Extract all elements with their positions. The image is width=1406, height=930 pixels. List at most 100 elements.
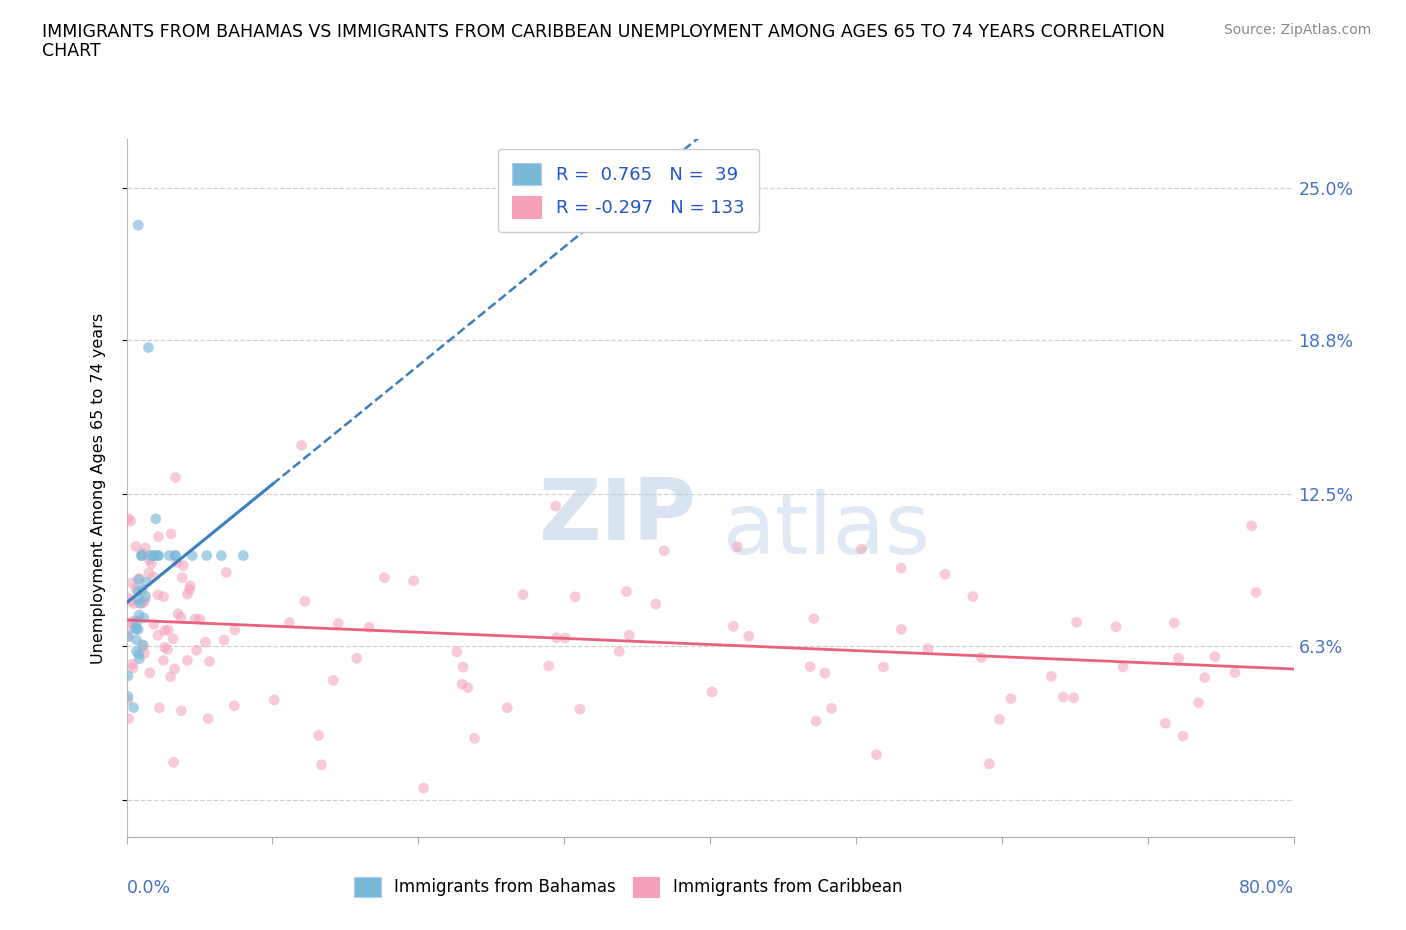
Point [232,548,254,563]
Point [322,673,344,688]
Point [141,556,163,571]
Point [125,621,148,636]
Point [652,543,675,558]
Point [117,693,139,708]
Point [820,701,842,716]
Point [346,651,368,666]
Point [1154,716,1177,731]
Point [127,622,149,637]
Point [186,643,208,658]
Point [179,582,201,597]
Point [446,644,468,659]
Point [132,639,155,654]
Point [799,659,821,674]
Point [163,661,186,676]
Point [212,632,235,647]
Point [1066,615,1088,630]
Point [1223,665,1246,680]
Point [700,684,723,699]
Point [546,631,568,645]
Point [970,650,993,665]
Point [146,628,169,643]
Point [125,644,148,658]
Point [1000,691,1022,706]
Point [131,548,153,563]
Point [127,584,149,599]
Point [496,700,519,715]
Point [120,593,142,608]
Point [120,620,142,635]
Point [122,596,145,611]
Point [132,610,155,625]
Point [138,340,160,355]
Point [890,561,912,576]
Point [962,589,984,604]
Point [278,615,301,630]
Point [117,669,139,684]
Point [142,617,165,631]
Point [176,653,198,668]
Point [1187,696,1209,711]
Point [125,632,148,647]
Point [451,659,474,674]
Point [132,595,155,610]
Point [138,552,160,567]
Point [121,576,143,591]
Point [1105,619,1128,634]
Point [988,712,1011,727]
Point [890,622,912,637]
Point [162,755,184,770]
Point [1194,671,1216,685]
Point [170,703,193,718]
Point [402,574,425,589]
Point [131,582,153,597]
Point [127,218,149,232]
Point [135,589,157,604]
Point [142,548,165,563]
Point [1240,518,1263,533]
Point [127,572,149,587]
Point [148,548,170,563]
Point [738,629,761,644]
Point [308,728,330,743]
Point [568,702,591,717]
Point [512,587,534,602]
Point [157,548,180,563]
Point [166,555,188,570]
Point [176,587,198,602]
Text: ZIP: ZIP [538,474,696,558]
Point [616,584,638,599]
Point [181,548,204,563]
Point [373,570,395,585]
Point [146,588,169,603]
Point [607,644,630,658]
Point [121,615,143,630]
Point [167,606,190,621]
Point [544,498,567,513]
Point [1112,659,1135,674]
Point [537,658,560,673]
Point [195,548,218,563]
Point [412,780,434,795]
Point [146,548,169,563]
Point [328,616,350,631]
Point [125,581,148,596]
Point [148,529,170,544]
Point [184,611,207,626]
Point [153,623,176,638]
Point [153,640,176,655]
Point [139,548,162,563]
Point [290,438,312,453]
Point [117,689,139,704]
Point [814,666,837,681]
Point [165,548,187,563]
Point [122,700,145,715]
Point [122,660,145,675]
Point [725,539,748,554]
Point [131,546,153,561]
Point [198,654,221,669]
Y-axis label: Unemployment Among Ages 65 to 74 years: Unemployment Among Ages 65 to 74 years [91,312,105,664]
Point [1244,585,1267,600]
Point [1171,729,1194,744]
Point [1040,669,1063,684]
